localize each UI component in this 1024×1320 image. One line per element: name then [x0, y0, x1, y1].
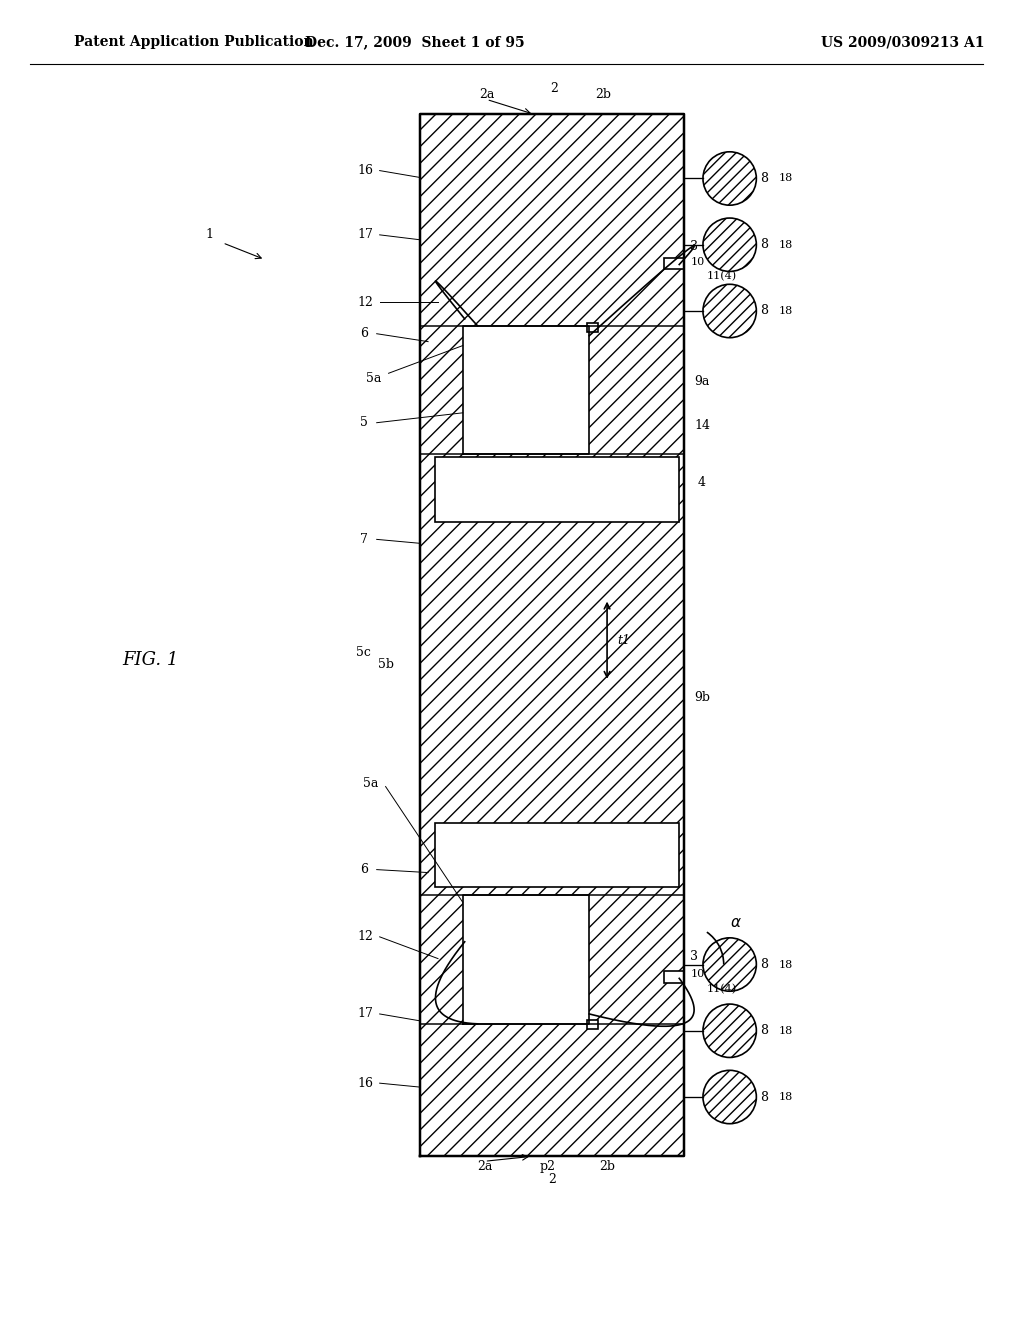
Text: 12: 12 — [357, 296, 374, 309]
Text: 18: 18 — [779, 306, 794, 315]
Text: 5c: 5c — [356, 645, 372, 659]
Bar — [435, 457, 679, 521]
Text: 2a: 2a — [479, 88, 495, 100]
Text: 2: 2 — [550, 82, 558, 95]
Text: 18: 18 — [779, 960, 794, 969]
Text: 18: 18 — [779, 1092, 794, 1102]
Circle shape — [702, 1071, 757, 1123]
Circle shape — [702, 152, 757, 205]
Text: 8: 8 — [760, 238, 768, 251]
Text: 8: 8 — [760, 172, 768, 185]
Circle shape — [702, 937, 757, 991]
Text: 17: 17 — [357, 228, 374, 242]
Text: 12: 12 — [357, 931, 374, 944]
Text: $\alpha$: $\alpha$ — [730, 915, 741, 929]
Text: 9a: 9a — [694, 375, 710, 388]
Text: 16: 16 — [357, 164, 374, 177]
Bar — [435, 824, 679, 887]
Text: 2b: 2b — [595, 88, 611, 100]
Text: p2: p2 — [540, 1160, 556, 1172]
Text: 10: 10 — [691, 256, 706, 267]
Text: Dec. 17, 2009  Sheet 1 of 95: Dec. 17, 2009 Sheet 1 of 95 — [305, 36, 525, 49]
Text: 2b: 2b — [599, 1160, 615, 1172]
Text: 16: 16 — [357, 1077, 374, 1090]
Text: 6: 6 — [359, 327, 368, 341]
Text: 8: 8 — [760, 305, 768, 318]
Circle shape — [702, 1005, 757, 1057]
Circle shape — [702, 218, 757, 272]
Text: 5b: 5b — [378, 659, 393, 672]
Bar — [463, 895, 589, 1024]
Text: US 2009/0309213 A1: US 2009/0309213 A1 — [820, 36, 984, 49]
Circle shape — [702, 284, 757, 338]
Text: 1: 1 — [206, 228, 214, 242]
Text: 14: 14 — [694, 420, 710, 432]
Text: FIG. 1: FIG. 1 — [122, 651, 178, 669]
Text: 17: 17 — [357, 1007, 374, 1020]
Text: 5a: 5a — [364, 777, 379, 791]
Text: 5: 5 — [359, 416, 368, 429]
Text: 18: 18 — [779, 240, 794, 249]
Text: 3: 3 — [690, 240, 698, 253]
Text: 18: 18 — [779, 173, 794, 183]
Bar — [463, 326, 589, 454]
Text: 2: 2 — [548, 1172, 556, 1185]
Text: 10: 10 — [691, 969, 706, 979]
Text: 18: 18 — [779, 1026, 794, 1036]
Text: 8: 8 — [760, 958, 768, 972]
Text: 2a: 2a — [477, 1160, 493, 1172]
Bar — [588, 323, 598, 331]
Text: 9b: 9b — [694, 692, 710, 704]
Bar — [420, 115, 684, 1156]
Text: 7: 7 — [359, 533, 368, 546]
Text: 11(4): 11(4) — [707, 271, 737, 281]
Text: 8: 8 — [760, 1090, 768, 1104]
Bar — [588, 1020, 598, 1028]
Text: 8: 8 — [760, 1024, 768, 1038]
Text: 6: 6 — [359, 863, 368, 876]
Text: 3: 3 — [690, 950, 698, 964]
Text: t1: t1 — [616, 634, 630, 647]
Text: 4: 4 — [698, 475, 706, 488]
Bar — [665, 972, 684, 983]
Text: 5a: 5a — [366, 372, 381, 384]
Bar — [665, 257, 684, 269]
Text: 11(4): 11(4) — [707, 985, 737, 994]
Text: Patent Application Publication: Patent Application Publication — [74, 36, 313, 49]
